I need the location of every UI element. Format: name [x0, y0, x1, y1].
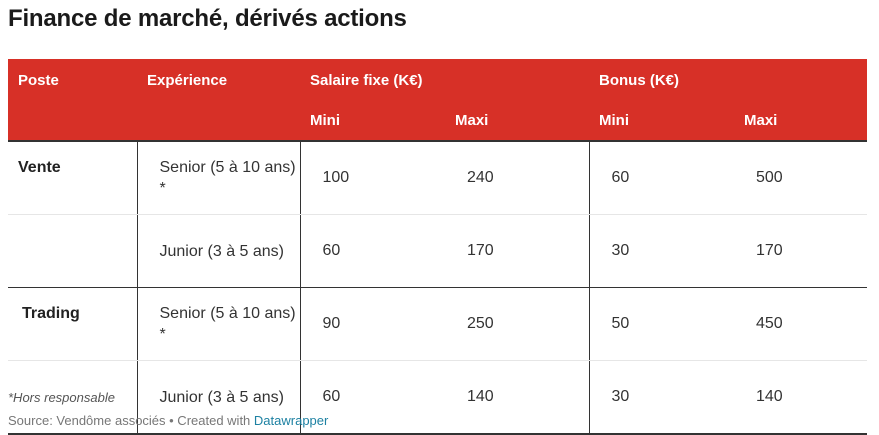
cell-poste — [8, 360, 137, 435]
cell-bonus-maxi: 140 — [734, 360, 867, 435]
cell-poste: Vente — [8, 141, 137, 215]
header-empty-cell — [8, 101, 137, 142]
cell-salaire-mini: 100 — [299, 141, 445, 215]
header-subrow: Mini Maxi Mini Maxi — [8, 101, 867, 142]
cell-poste: Trading — [8, 287, 137, 361]
cell-poste — [8, 214, 137, 288]
cell-salaire-mini: 60 — [299, 214, 445, 288]
cell-bonus-maxi: 170 — [734, 214, 867, 288]
cell-bonus-mini: 50 — [588, 287, 734, 361]
cell-salaire-maxi: 250 — [445, 287, 589, 361]
header-poste: Poste — [8, 59, 137, 101]
cell-bonus-mini: 30 — [588, 214, 734, 288]
cell-salaire-maxi: 140 — [445, 360, 589, 435]
table-row: Junior (3 à 5 ans) 60 140 30 140 — [8, 360, 867, 435]
cell-bonus-mini: 60 — [588, 141, 734, 215]
datawrapper-link[interactable]: Datawrapper — [253, 413, 329, 428]
cell-salaire-maxi: 170 — [445, 214, 589, 288]
footnote: *Hors responsable — [8, 390, 115, 405]
header-experience: Expérience — [137, 59, 300, 101]
source-text: Source: Vendôme associés • Created with — [8, 413, 251, 428]
header-salaire-maxi: Maxi — [445, 101, 589, 142]
cell-experience: Senior (5 à 10 ans) * — [136, 141, 300, 215]
header-bonus: Bonus (K€) — [589, 59, 867, 101]
cell-salaire-mini: 60 — [299, 360, 445, 435]
table-body: Vente Senior (5 à 10 ans) * 100 240 60 5… — [8, 141, 867, 435]
header-salaire-mini: Mini — [300, 101, 445, 142]
salary-table: Poste Expérience Salaire fixe (K€) Bonus… — [8, 59, 867, 435]
cell-bonus-mini: 30 — [588, 360, 734, 435]
page-title: Finance de marché, dérivés actions — [8, 5, 407, 32]
cell-salaire-maxi: 240 — [445, 141, 589, 215]
cell-salaire-mini: 90 — [299, 287, 445, 361]
header-bonus-maxi: Maxi — [734, 101, 867, 142]
source-line: Source: Vendôme associés • Created with … — [8, 413, 328, 428]
cell-experience: Senior (5 à 10 ans) * — [136, 287, 300, 361]
table-row: Junior (3 à 5 ans) 60 170 30 170 — [8, 214, 867, 288]
header-salaire-fixe: Salaire fixe (K€) — [300, 59, 589, 101]
table-row: Trading Senior (5 à 10 ans) * 90 250 50 … — [8, 287, 867, 361]
table-row: Vente Senior (5 à 10 ans) * 100 240 60 5… — [8, 141, 867, 215]
cell-bonus-maxi: 450 — [734, 287, 867, 361]
header-empty-cell — [137, 101, 300, 142]
table-header: Poste Expérience Salaire fixe (K€) Bonus… — [8, 59, 867, 142]
cell-bonus-maxi: 500 — [734, 141, 867, 215]
header-row: Poste Expérience Salaire fixe (K€) Bonus… — [8, 59, 867, 101]
header-bonus-mini: Mini — [589, 101, 734, 142]
cell-experience: Junior (3 à 5 ans) — [136, 214, 300, 288]
cell-experience: Junior (3 à 5 ans) — [136, 360, 300, 435]
